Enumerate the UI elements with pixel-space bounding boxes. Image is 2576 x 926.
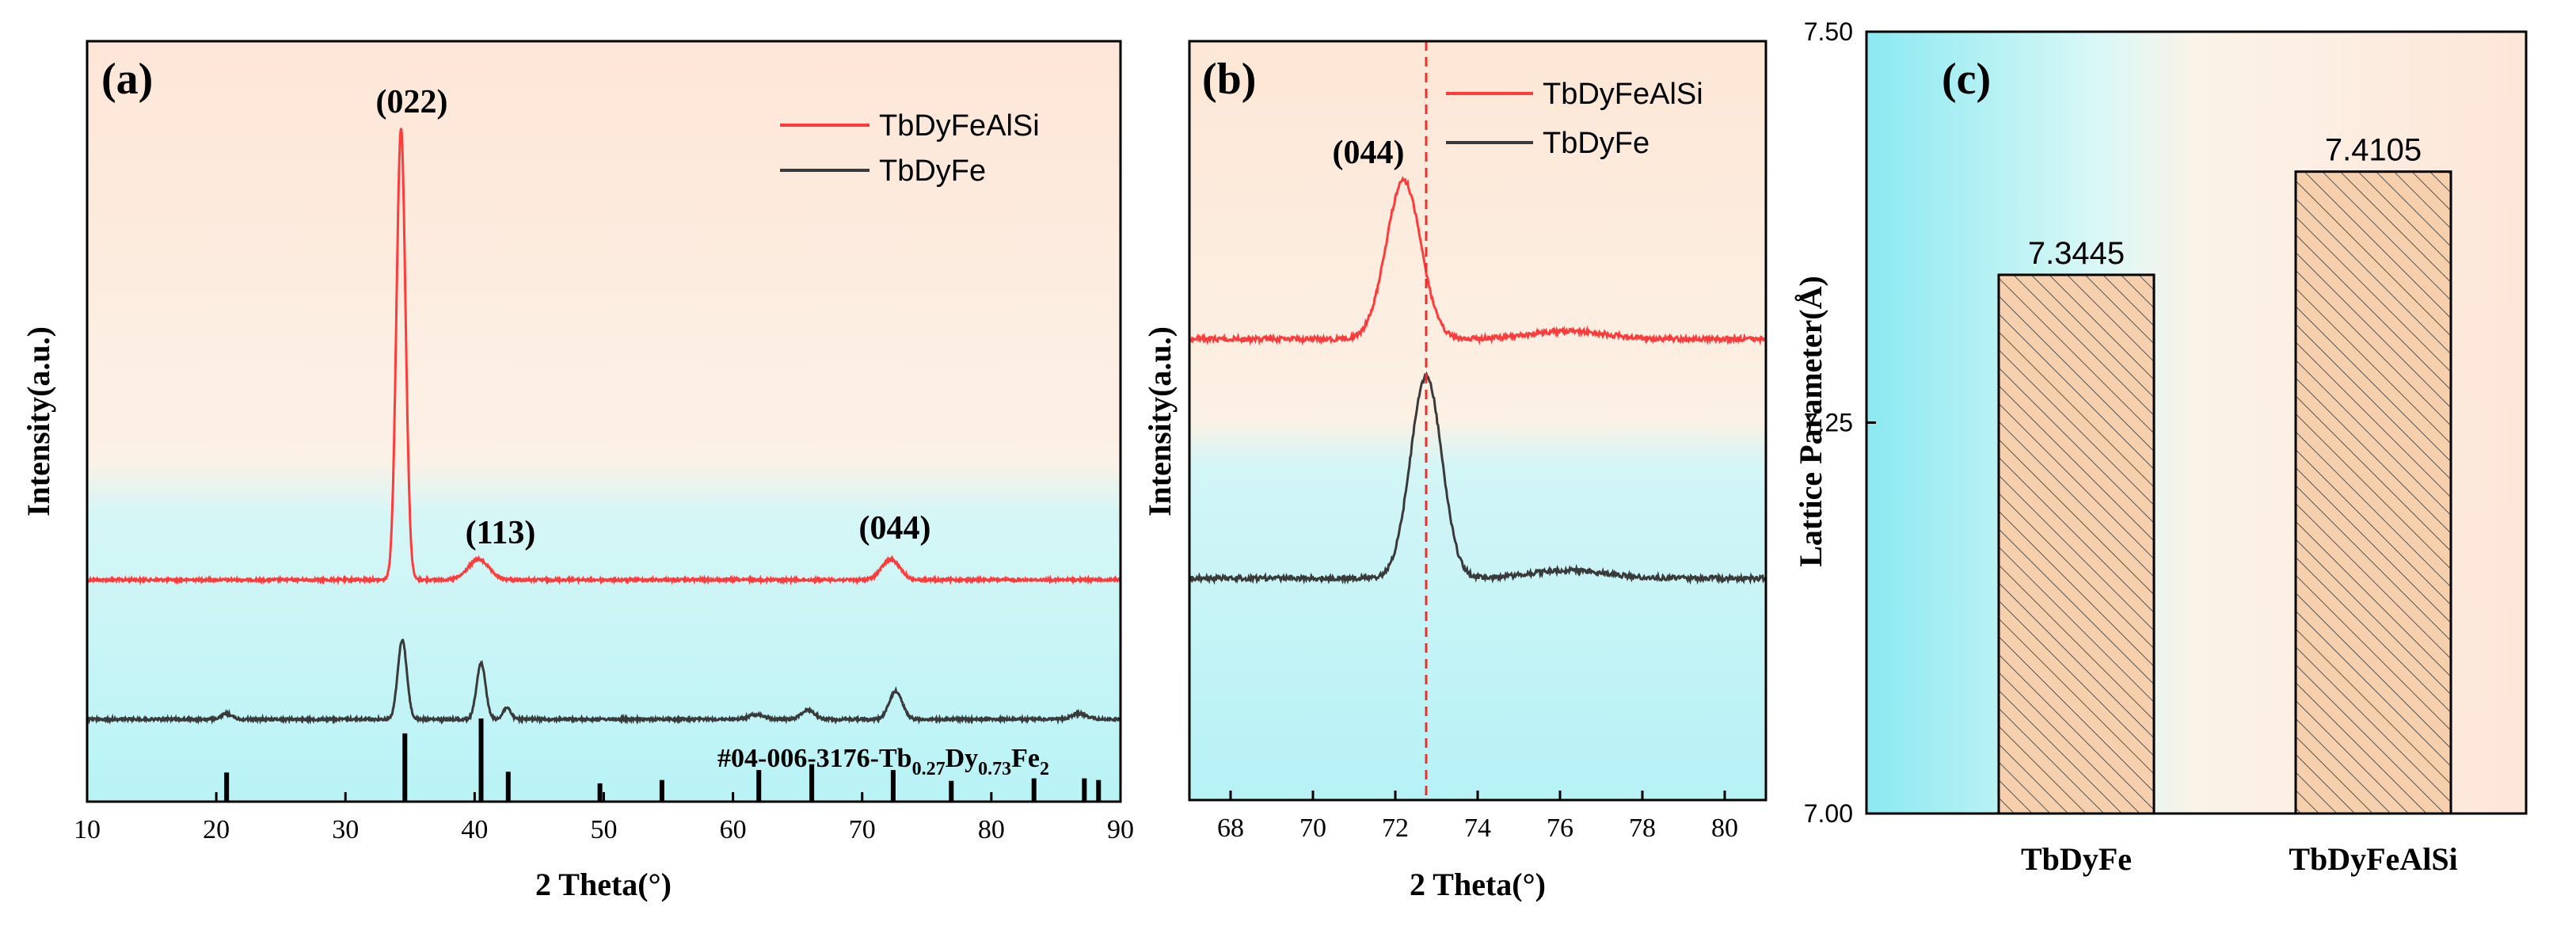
panel-a-line-tbdyfe xyxy=(86,638,1121,726)
panel-a-reference-label-sub2: 0.73 xyxy=(978,759,1011,779)
panel-b-x-tick-label: 80 xyxy=(1711,814,1738,843)
panel-a-x-tick-label: 90 xyxy=(1107,815,1134,844)
panel-b-y-axis-title: Intensity(a.u.) xyxy=(1142,326,1178,516)
panel-a-peak-label-113: (113) xyxy=(466,515,536,551)
panel-c-y-ticks: 7.00 7.25 7.50 xyxy=(1804,17,1876,828)
panel-c-bar-tbdyfe xyxy=(1997,273,2156,815)
panel-b-x-tick-label: 78 xyxy=(1629,814,1656,843)
panel-a-reference-label-mid2: Fe xyxy=(1011,744,1040,773)
panel-a-reference-label: #04-006-3176-Tb0.27Dy0.73Fe2 xyxy=(717,744,1049,779)
panel-a-label: (a) xyxy=(101,55,153,104)
panel-a-reference-lines xyxy=(224,718,1102,802)
panel-a-x-tick-label: 50 xyxy=(591,815,618,844)
panel-b-x-tick-label: 72 xyxy=(1382,814,1409,843)
panel-a-legend-text-tbdyfe: TbDyFe xyxy=(879,154,986,188)
panel-b-legend-text-tbdyfe: TbDyFe xyxy=(1543,127,1649,160)
panel-b-line-tbdyfe xyxy=(1189,371,1767,585)
panel-a-x-tick-label: 60 xyxy=(720,815,747,844)
panel-c-bar-value-label: 7.4105 xyxy=(2325,133,2422,168)
panel-b-legend: TbDyFeAlSi TbDyFe xyxy=(1446,78,1703,160)
panel-b-x-tick-label: 70 xyxy=(1299,814,1326,843)
panel-b-x-tick-label: 74 xyxy=(1464,814,1491,843)
panel-a-x-axis-title: 2 Theta(°) xyxy=(535,867,672,902)
panel-c: 7.3445 7.4105 7.00 7.25 7.50 (c) TbDyFe TbD… xyxy=(1793,17,2528,877)
panel-a-peak-label-044: (044) xyxy=(859,510,931,547)
panel-a-x-tick-label: 40 xyxy=(461,815,488,844)
panel-c-bar-value-label: 7.3445 xyxy=(2028,236,2125,271)
panel-c-category-label-tbdyfe: TbDyFe xyxy=(2021,841,2132,877)
panel-c-y-axis-title: Lattice Parameter(Å) xyxy=(1793,276,1828,567)
panel-b-x-axis-title: 2 Theta(°) xyxy=(1410,867,1546,902)
panel-c-y-tick-label: 7.50 xyxy=(1804,17,1853,46)
panel-a-plot-background xyxy=(87,41,1121,802)
panel-a-reference-label-prefix: #04-006-3176-Tb xyxy=(717,744,912,773)
panel-a-x-tick-label: 70 xyxy=(849,815,876,844)
panel-a-x-tick-label: 10 xyxy=(74,815,101,844)
panel-a-peak-label-022: (022) xyxy=(376,84,448,120)
panel-c-label: (c) xyxy=(1942,55,1991,104)
panel-b-x-tick-label: 76 xyxy=(1547,814,1573,843)
panel-a-reference-label-sub3: 2 xyxy=(1040,759,1049,779)
panel-a-x-tick-label: 20 xyxy=(203,815,230,844)
panel-c-bars: 7.3445 7.4105 xyxy=(1997,133,2452,815)
panel-a-reference-label-mid1: Dy xyxy=(946,744,979,773)
panel-b-line-tbdyfealsi xyxy=(1188,175,1767,346)
panel-a-line-tbdyfealsi xyxy=(86,128,1121,586)
panel-c-bar-tbdyfealsi xyxy=(2294,170,2452,815)
panel-a-legend-text-tbdyfealsi: TbDyFeAlSi xyxy=(879,109,1040,143)
panel-a: 10 20 30 40 50 60 70 80 90 (a) (022) (113) (044)… xyxy=(21,40,1134,902)
panel-b-label: (b) xyxy=(1202,55,1256,104)
panel-a-x-ticks: 10 20 30 40 50 60 70 80 90 xyxy=(74,792,1134,844)
panel-b: 68 70 72 74 76 78 80 (b) (044) TbDyFeAlSi TbDy… xyxy=(1142,40,1767,902)
panel-a-y-axis-title: Intensity(a.u.) xyxy=(21,326,56,516)
panel-b-x-tick-label: 68 xyxy=(1217,814,1244,843)
panel-a-reference-label-sub1: 0.27 xyxy=(912,759,946,779)
panel-b-x-ticks: 68 70 72 74 76 78 80 xyxy=(1217,791,1738,843)
panel-b-plot-background xyxy=(1189,41,1766,800)
panel-c-y-tick-label: 7.25 xyxy=(1804,409,1853,437)
panel-a-x-tick-label: 30 xyxy=(332,815,359,844)
panel-b-peak-label-044: (044) xyxy=(1333,135,1405,171)
panel-a-legend: TbDyFeAlSi TbDyFe xyxy=(780,109,1040,188)
panel-c-category-label-tbdyfealsi: TbDyFeAlSi xyxy=(2289,841,2457,877)
panel-a-x-tick-label: 80 xyxy=(978,815,1005,844)
panel-c-y-tick-label: 7.00 xyxy=(1804,799,1853,828)
panel-b-legend-text-tbdyfealsi: TbDyFeAlSi xyxy=(1543,78,1703,111)
